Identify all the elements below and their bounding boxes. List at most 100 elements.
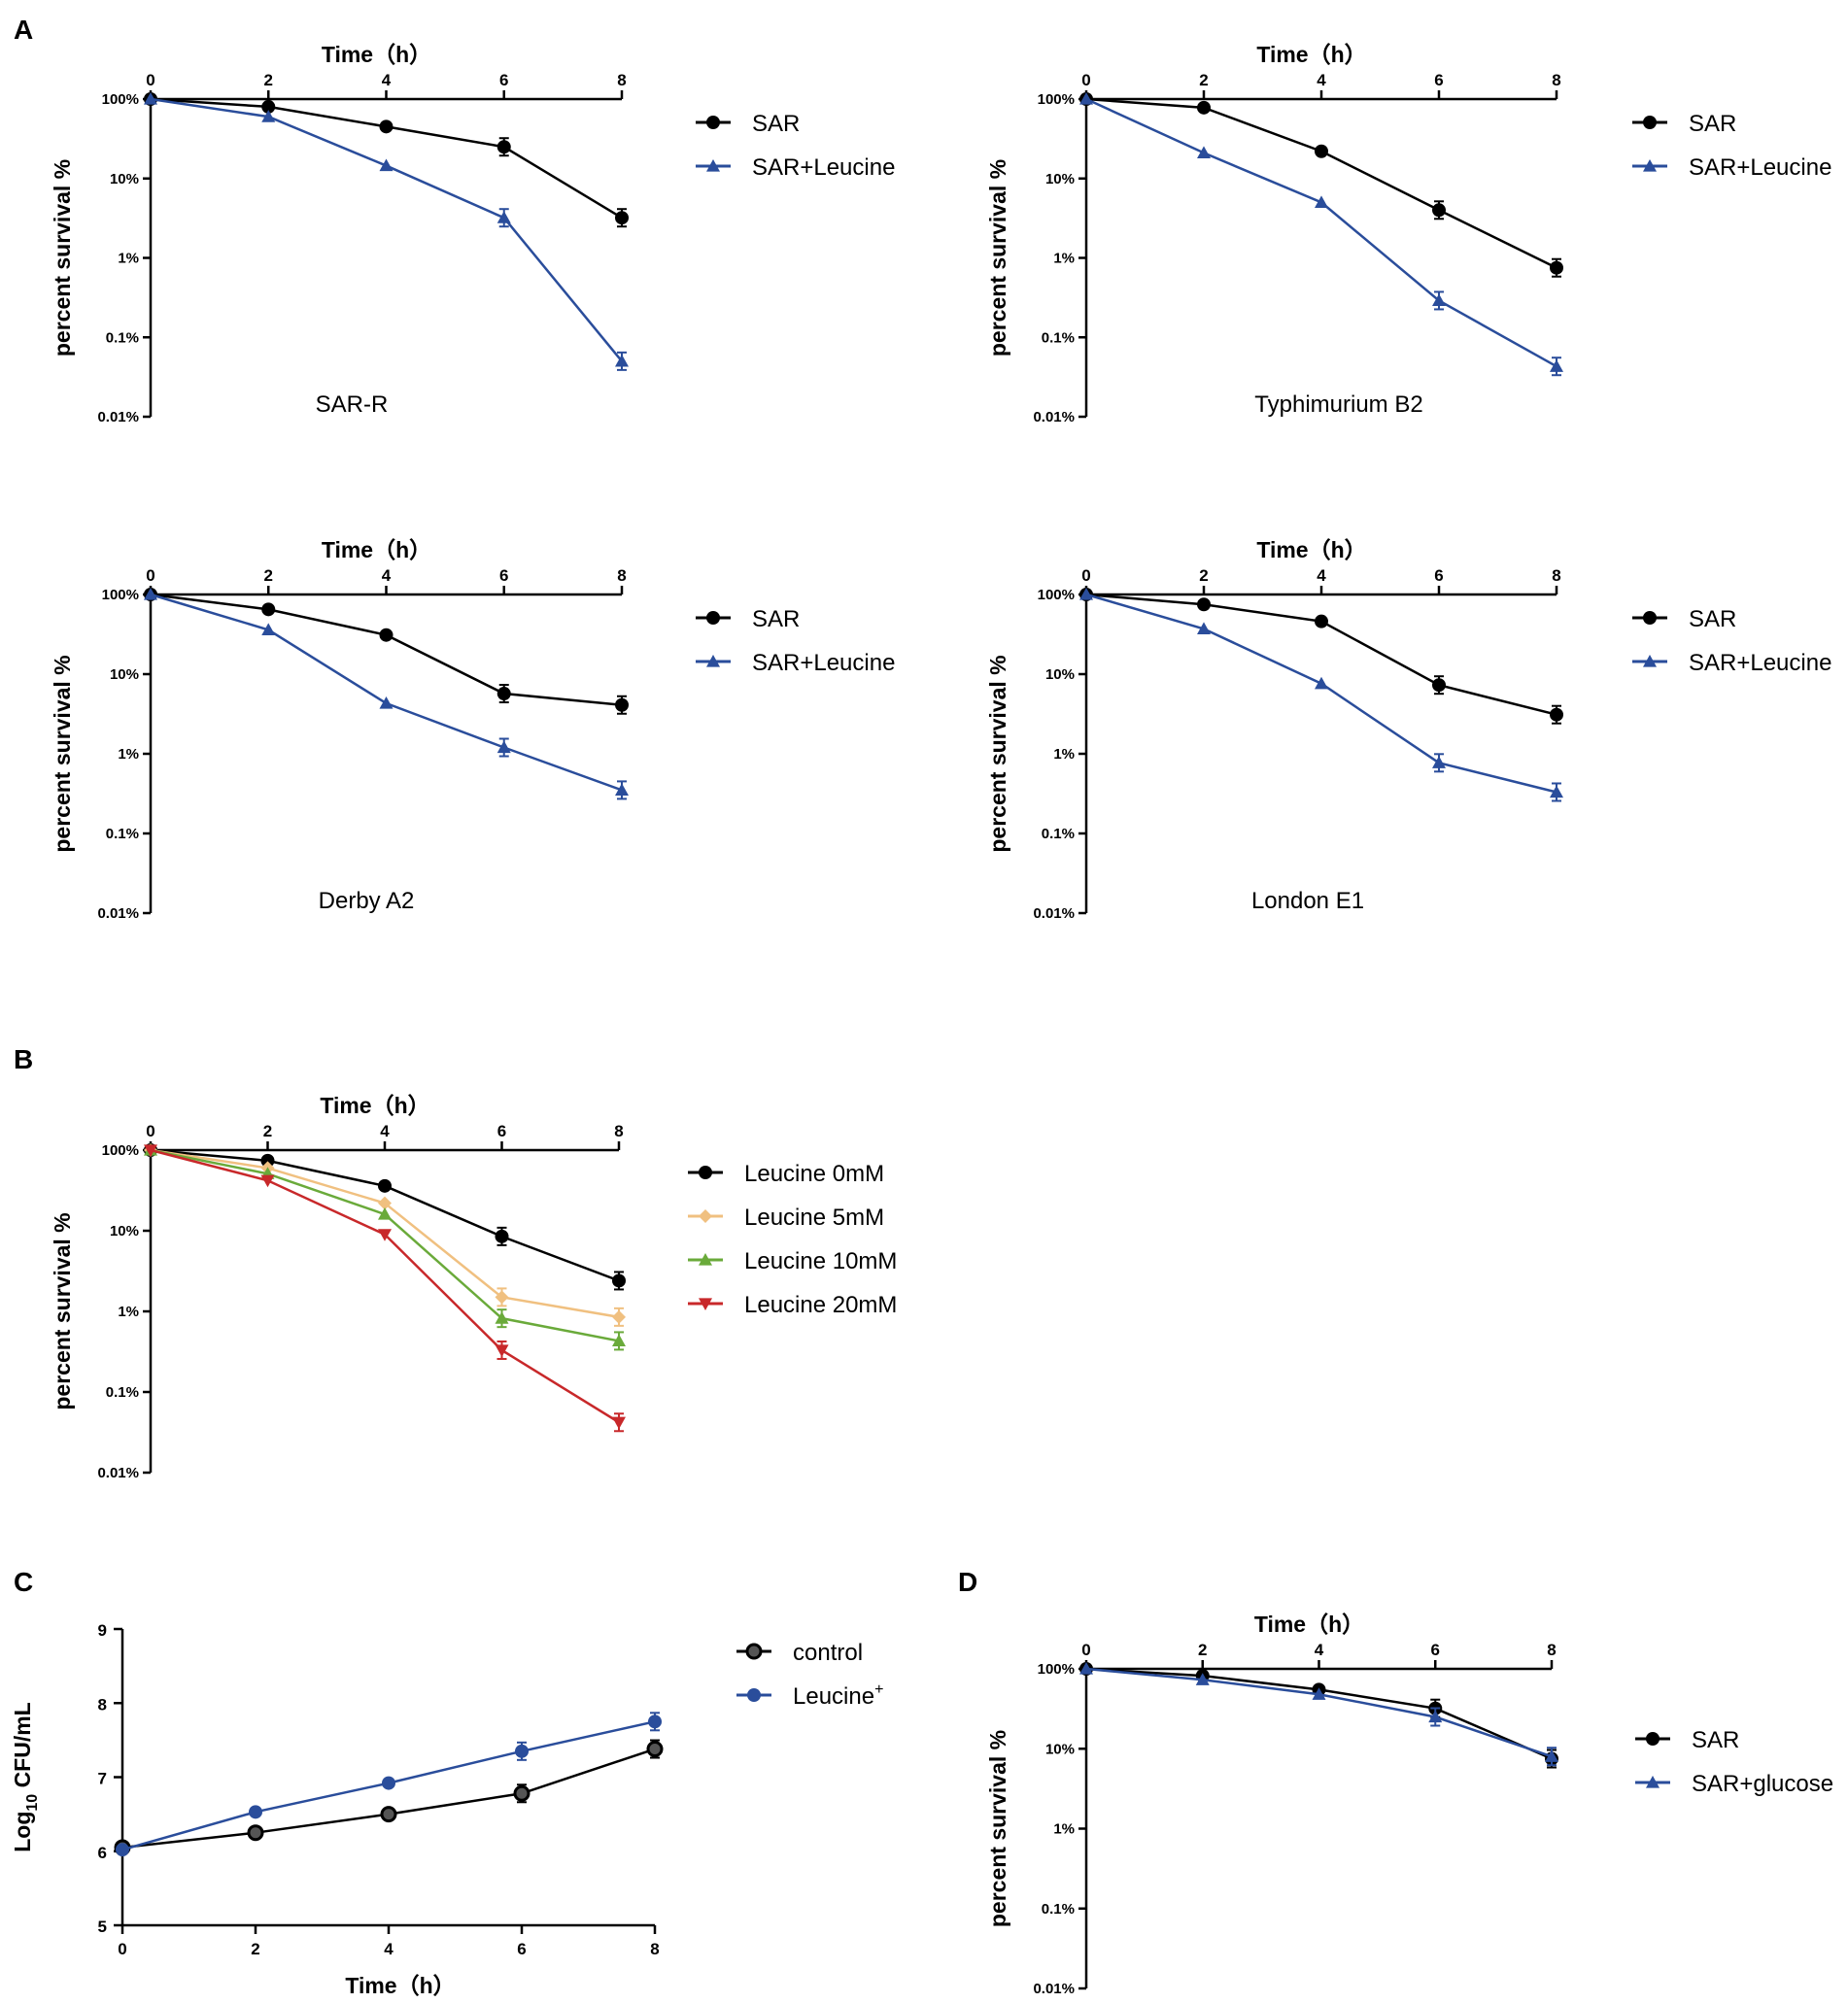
series-line [1085, 593, 1557, 716]
data-point [612, 1334, 626, 1347]
series-sar [144, 588, 629, 715]
x-axis-title: Time（h） [345, 1973, 455, 1998]
data-point [1428, 1710, 1443, 1723]
panel-label: B [14, 1044, 33, 1074]
legend-label-base: Leucine [793, 1683, 874, 1710]
y-tick-label: 100% [102, 1142, 139, 1159]
legend-label: SAR+Leucine [1689, 650, 1831, 676]
series-sar [144, 92, 629, 228]
y-tick-label: 1% [118, 746, 139, 763]
y-tick-label: 0.1% [106, 1384, 139, 1401]
legend-label: Leucine 0mM [744, 1161, 884, 1187]
data-point [1550, 785, 1563, 798]
chart-caption: London E1 [1251, 888, 1364, 914]
legend-item: SAR+Leucine [1632, 650, 1831, 676]
data-point [496, 211, 511, 223]
y-tick-label: 0.01% [1033, 409, 1075, 425]
series-line [1085, 1667, 1553, 1760]
y-tick-label: 1% [1053, 251, 1075, 267]
x-tick-label: 2 [1199, 566, 1208, 585]
x-tick-label: 0 [146, 71, 154, 89]
data-point [515, 1744, 529, 1758]
legend-label-sup: + [874, 1681, 883, 1698]
data-point [1432, 678, 1446, 693]
legend-swatch-marker [706, 159, 720, 172]
x-axis-title: Time（h） [1256, 42, 1366, 67]
legend-swatch-marker [1643, 159, 1657, 172]
legend-swatch-marker [1646, 1776, 1660, 1788]
series-line [150, 97, 623, 362]
y-tick-label: 0.01% [97, 409, 139, 425]
data-point [1315, 614, 1328, 628]
legend-item: SAR [696, 111, 800, 137]
legend-item: Leucine 0mM [688, 1161, 884, 1187]
legend-swatch-marker [706, 611, 720, 625]
series-sar-glucose [1079, 1662, 1558, 1767]
data-point [495, 1344, 509, 1357]
y-axis-title: percent survival % [985, 655, 1010, 852]
series-line [1085, 97, 1557, 269]
y-tick-label: 0.1% [1042, 329, 1075, 346]
chart-caption: Derby A2 [319, 888, 415, 914]
data-point [1195, 1673, 1210, 1685]
y-tick-label: 10% [1045, 171, 1075, 187]
data-point [1432, 203, 1446, 218]
data-point [496, 140, 511, 154]
data-point [1432, 293, 1446, 307]
y-axis-title: percent survival % [985, 1730, 1010, 1927]
y-axis-title-base: Log [10, 1812, 35, 1852]
chart-a2: 0 2 4 6 8 Time（h） 100% 10% 1% 0.1% 0.01% percent su… [985, 42, 1831, 425]
x-tick-label: 8 [650, 1940, 659, 1958]
x-tick-label: 6 [499, 71, 508, 89]
y-tick-label: 1% [1053, 1821, 1075, 1838]
data-point [261, 623, 276, 635]
legend-label: Leucine 20mM [744, 1292, 897, 1318]
y-tick-label: 1% [118, 251, 139, 267]
y-tick-label: 1% [1053, 746, 1075, 763]
data-point [1079, 588, 1093, 600]
data-point [615, 354, 629, 367]
y-tick-label: 0.01% [97, 905, 139, 922]
x-tick-label: 8 [614, 1122, 623, 1140]
y-tick-label: 100% [1038, 1661, 1075, 1678]
legend-swatch-marker [1646, 1732, 1660, 1746]
data-point [513, 1784, 530, 1802]
data-point [378, 1207, 392, 1220]
chart-a4: 0 2 4 6 8 Time（h） 100% 10% 1% 0.1% 0.01% percent su… [985, 537, 1831, 922]
data-point [495, 1311, 509, 1324]
data-point [648, 1714, 662, 1729]
legend-swatch-marker [1643, 611, 1657, 625]
y-axis-title: Log10 CFU/mL [10, 1702, 41, 1852]
chart-c: C 0 2 4 6 8 Time（h） 9 8 7 6 5 Log10 CFU/mL control Leu… [10, 1567, 883, 1998]
legend-swatch-marker [747, 1688, 761, 1702]
legend-item: SAR [1635, 1727, 1739, 1753]
x-tick-label: 6 [499, 566, 508, 585]
x-tick-label: 8 [1547, 1641, 1556, 1659]
y-tick-label: 0.1% [106, 826, 139, 842]
x-axis-title: Time（h） [320, 1093, 429, 1118]
data-point [378, 1178, 392, 1193]
chart-b: B 0 2 4 6 8 Time（h） 100% 10% 1% 0.1% 0.01% percent s… [14, 1044, 897, 1481]
data-point [1550, 359, 1563, 372]
legend-label: SAR [752, 111, 800, 137]
y-axis-title: percent survival % [50, 655, 75, 852]
data-point [1312, 1687, 1326, 1700]
x-axis-title: Time（h） [322, 42, 431, 67]
x-tick-label: 4 [384, 1940, 394, 1958]
legend-label: SAR+glucose [1692, 1771, 1833, 1797]
x-tick-label: 0 [1081, 1641, 1090, 1659]
legend-swatch-marker [706, 116, 720, 129]
y-tick-label: 0.01% [1033, 1981, 1075, 1997]
legend-swatch-marker [706, 655, 720, 667]
y-tick-label: 9 [98, 1621, 107, 1640]
legend-swatch-marker [699, 1253, 712, 1266]
data-point [378, 1196, 392, 1210]
data-point [1079, 92, 1093, 105]
legend-item: Leucine 5mM [688, 1205, 884, 1231]
x-axis-title: Time（h） [1254, 1612, 1364, 1637]
x-tick-label: 0 [118, 1940, 126, 1958]
x-tick-label: 0 [1081, 566, 1090, 585]
data-point [1550, 260, 1563, 275]
data-point [612, 1416, 626, 1430]
chart-a3: 0 2 4 6 8 Time（h） 100% 10% 1% 0.1% 0.01% percent su… [50, 537, 895, 922]
